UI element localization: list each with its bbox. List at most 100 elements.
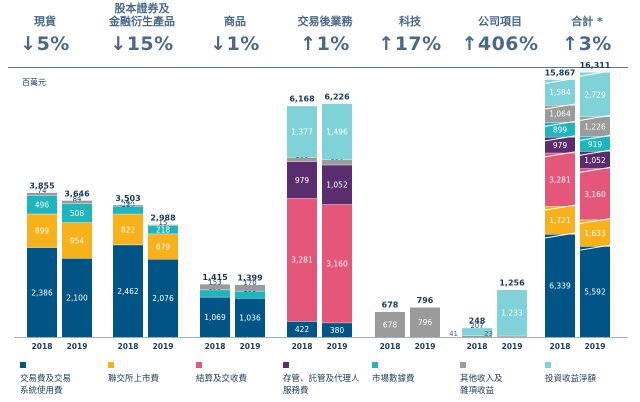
legend-label: 結算及交收費 (196, 374, 248, 384)
segment-change: ↑17% (378, 33, 442, 55)
bar-segment (580, 151, 610, 169)
segment-value-label: 2,729 (584, 90, 606, 99)
bar-segment (322, 103, 352, 160)
legend-label: 其他收入及 雜項收益 (460, 374, 503, 396)
bar-segment (200, 283, 230, 290)
segment-value-label: 954 (70, 236, 85, 245)
segment-value-label: 380 (330, 326, 345, 335)
scale-break-stroke (544, 232, 576, 239)
bar-total-label: 1,256 (499, 279, 525, 288)
unit-label: 百萬元 (22, 78, 46, 87)
bar-segment (200, 296, 230, 337)
bar-segment (287, 161, 317, 199)
segment-header-technology: 科技 ↑17% (372, 0, 448, 55)
bar-segment (113, 244, 143, 337)
bar-total-label: 16,311 (580, 61, 611, 70)
bar-segment (148, 224, 178, 226)
segment-value-label: 153 (208, 278, 221, 286)
segment-header-spot: 現貨 ↓5% (14, 0, 76, 55)
segment-value-label: 679 (156, 242, 171, 251)
segment-header-commodities: 商品 ↓1% (200, 0, 270, 55)
segment-value-label: 422 (295, 325, 310, 334)
x-tick-label: 2019 (327, 342, 348, 351)
scale-break-stroke (579, 149, 611, 156)
segment-value-label: 919 (588, 140, 603, 149)
bar-segment (462, 327, 492, 336)
bar-segment (27, 195, 57, 214)
segment-value-label: 74 (38, 187, 47, 195)
bar-segment (580, 116, 610, 137)
segment-value-label: 979 (295, 176, 310, 185)
segment-header-post-trade: 交易後業務 ↑1% (280, 0, 370, 55)
scale-break-stroke (579, 114, 611, 121)
legend-label: 存管、託管及代理人 服務費 (283, 374, 360, 396)
bar-total-label: 1,399 (237, 274, 263, 283)
segment-change: ↓5% (20, 33, 70, 55)
x-tick-label: 2018 (32, 342, 53, 351)
segment-value-label: 3,160 (584, 190, 606, 199)
segment-change: ↑1% (300, 33, 350, 55)
segment-value-label: 2,076 (152, 294, 174, 303)
segment-value-label: 2,386 (31, 288, 53, 297)
segment-value-label: 678 (383, 320, 398, 329)
segment-change: ↓1% (210, 33, 260, 55)
scale-break-stroke (544, 77, 576, 84)
segment-value-label: 496 (35, 201, 50, 210)
segment-value-label: 1,069 (204, 313, 226, 322)
bar-segment (27, 192, 57, 196)
segment-header-row: 現貨 ↓5% 股本證券及 金融衍生產品 ↓15% 商品 ↓1% 交易後業務 ↑1… (0, 0, 640, 66)
bar-total-label: 248 (469, 317, 486, 326)
segment-value-label: 6,339 (549, 282, 571, 291)
segment-value-label: 9 (126, 199, 130, 207)
bar-segment (287, 198, 317, 322)
segment-value-label: 1,052 (326, 181, 348, 190)
segment-value-label: 84 (73, 195, 82, 203)
bar-segment (148, 259, 178, 337)
scale-break-stroke (544, 120, 576, 127)
bar-segment (62, 203, 92, 223)
segment-value-label: 15 (159, 219, 168, 227)
bar-segment (545, 152, 575, 207)
segment-value-label: 899 (35, 227, 50, 236)
bar-segment (545, 136, 575, 153)
bar-segment (545, 105, 575, 123)
bar-segment (410, 307, 440, 337)
segment-change: ↑3% (562, 33, 612, 55)
legend-swatch (283, 362, 289, 368)
segment-value-label: 1,377 (291, 128, 313, 137)
bar-segment (497, 335, 527, 337)
legend-swatch (20, 362, 26, 368)
bar-total-label: 3,646 (64, 189, 90, 198)
bar-segment (322, 164, 352, 205)
segment-value-label: 207 (470, 322, 483, 330)
legend-swatch (372, 362, 378, 368)
segment-value-label: 1,233 (501, 309, 523, 318)
bar-total-label: 6,226 (324, 93, 350, 102)
segment-value-label: 1,036 (239, 314, 261, 323)
x-tick-label: 2018 (467, 342, 488, 351)
bar-segment (497, 289, 527, 336)
legend-swatch (545, 362, 551, 368)
segment-value-label: 170 (243, 279, 256, 287)
segment-value-label: 23 (484, 330, 493, 338)
x-tick-label: 2018 (205, 342, 226, 351)
segment-value-label: 2,100 (66, 294, 88, 303)
bar-segment (322, 204, 352, 323)
x-tick-label: 2018 (292, 342, 313, 351)
bar-total-label: 2,988 (150, 213, 176, 222)
segment-header-total: 合計 * ↑3% (548, 0, 626, 55)
x-tick-label: 2018 (380, 342, 401, 351)
segment-name: 股本證券及 金融衍生產品 (109, 2, 175, 28)
legend-swatch (460, 362, 466, 368)
header-divider (8, 67, 628, 68)
bar-segment (462, 335, 492, 337)
legend-label: 市場數據費 (372, 374, 415, 384)
bar-total-label: 678 (382, 301, 399, 310)
bar-segment (580, 72, 610, 117)
x-tick-label: 2019 (502, 342, 523, 351)
bar-segment (545, 206, 575, 235)
legend: 交易費及交易 系統使用費 聯交所上市費 結算及交收費 存管、託管及代理人 服務費… (0, 360, 640, 402)
segment-header-equity-derivatives: 股本證券及 金融衍生產品 ↓15% (96, 0, 188, 55)
segment-name: 商品 (224, 15, 246, 28)
bar-segment (148, 225, 178, 234)
